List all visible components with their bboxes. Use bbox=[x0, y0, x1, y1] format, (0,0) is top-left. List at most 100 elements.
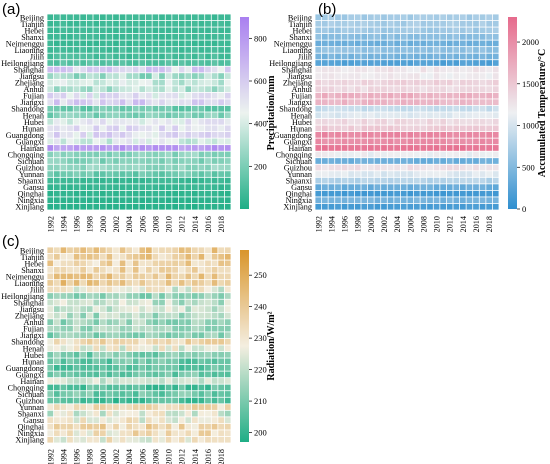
heatmap-cell bbox=[178, 260, 185, 267]
heatmap-cell bbox=[119, 293, 126, 299]
heatmap-cell bbox=[427, 86, 433, 92]
heatmap-cell bbox=[73, 203, 80, 210]
heatmap-cell bbox=[348, 138, 355, 145]
heatmap-cell bbox=[185, 332, 192, 339]
heatmap-cell bbox=[381, 132, 387, 138]
heatmap-cell bbox=[440, 86, 447, 92]
heatmap-cell bbox=[433, 118, 440, 125]
heatmap-cell bbox=[381, 66, 387, 73]
heatmap-cell bbox=[99, 378, 106, 384]
heatmap-cell bbox=[459, 158, 466, 164]
heatmap-cell bbox=[420, 53, 427, 60]
heatmap-cell bbox=[159, 92, 165, 99]
row-label: Anhui bbox=[24, 85, 45, 94]
heatmap-cell bbox=[420, 132, 427, 138]
heatmap-cell bbox=[53, 430, 60, 437]
heatmap-cell bbox=[486, 177, 493, 184]
heatmap-cell bbox=[224, 410, 231, 417]
row-label: Hunan bbox=[22, 357, 44, 366]
heatmap-cell bbox=[86, 430, 93, 437]
heatmap-cell bbox=[99, 371, 106, 378]
heatmap-cell bbox=[152, 86, 159, 92]
heatmap-cell bbox=[361, 14, 368, 21]
heatmap-cell bbox=[165, 99, 172, 106]
heatmap-cell bbox=[53, 66, 60, 73]
row-label: Henan bbox=[23, 111, 44, 120]
heatmap-cell bbox=[433, 164, 440, 171]
heatmap-cell bbox=[440, 184, 447, 190]
heatmap-cell bbox=[99, 397, 106, 404]
heatmap-cell bbox=[159, 312, 165, 319]
heatmap-cell bbox=[132, 371, 139, 378]
heatmap-cell bbox=[172, 312, 179, 319]
heatmap-cell bbox=[53, 436, 60, 443]
heatmap-cell bbox=[446, 112, 453, 119]
row-label: Heilongjiang bbox=[1, 292, 44, 301]
heatmap-cell bbox=[433, 105, 440, 112]
heatmap-cell bbox=[205, 312, 211, 319]
heatmap-cell bbox=[191, 365, 198, 371]
heatmap-cell bbox=[47, 99, 54, 106]
heatmap-cell bbox=[73, 319, 80, 325]
heatmap-cell bbox=[381, 177, 387, 184]
heatmap-cell bbox=[178, 99, 185, 106]
heatmap-cell bbox=[113, 145, 119, 151]
heatmap-cell bbox=[126, 20, 133, 27]
heatmap-cell bbox=[119, 66, 126, 73]
heatmap-cell bbox=[126, 397, 133, 404]
heatmap-cell bbox=[73, 190, 80, 197]
heatmap-cell bbox=[191, 299, 198, 306]
heatmap-cell bbox=[354, 99, 361, 106]
heatmap-cell bbox=[152, 312, 159, 319]
heatmap-cell bbox=[315, 27, 322, 34]
heatmap-cell bbox=[427, 118, 433, 125]
heatmap-cell bbox=[328, 151, 335, 158]
heatmap-cell bbox=[53, 158, 60, 164]
heatmap-cell bbox=[119, 436, 126, 443]
heatmap-cell bbox=[205, 184, 211, 190]
heatmap-cell bbox=[321, 151, 328, 158]
heatmap-cell bbox=[224, 280, 231, 286]
heatmap-cell bbox=[126, 430, 133, 437]
heatmap-cell bbox=[218, 371, 225, 378]
heatmap-cell bbox=[165, 118, 172, 125]
heatmap-cell bbox=[80, 332, 87, 339]
heatmap-cell bbox=[341, 151, 348, 158]
heatmap-cell bbox=[191, 118, 198, 125]
heatmap-cell bbox=[60, 410, 67, 417]
heatmap-cell bbox=[367, 184, 374, 190]
heatmap-cell bbox=[492, 138, 499, 145]
heatmap-cell bbox=[53, 404, 60, 410]
heatmap-cell bbox=[152, 332, 159, 339]
year-tick-label: 2014 bbox=[191, 216, 200, 232]
heatmap-cell bbox=[86, 99, 93, 106]
heatmap-cell bbox=[459, 203, 466, 210]
heatmap-cell bbox=[205, 338, 211, 345]
heatmap-cell bbox=[178, 20, 185, 27]
heatmap-cell bbox=[113, 384, 119, 391]
heatmap-cell bbox=[139, 164, 146, 171]
heatmap-cell bbox=[427, 14, 433, 21]
heatmap-cell bbox=[47, 319, 54, 325]
heatmap-cell bbox=[205, 325, 211, 332]
heatmap-cell bbox=[119, 404, 126, 410]
heatmap-cell bbox=[348, 158, 355, 164]
heatmap-cell bbox=[178, 299, 185, 306]
heatmap-cell bbox=[145, 177, 152, 184]
heatmap-cell bbox=[172, 86, 179, 92]
heatmap-cell bbox=[126, 190, 133, 197]
heatmap-cell bbox=[73, 99, 80, 106]
heatmap-cell bbox=[86, 164, 93, 171]
heatmap-cell bbox=[321, 145, 328, 151]
heatmap-cell bbox=[185, 319, 192, 325]
heatmap-cell bbox=[60, 79, 67, 86]
heatmap-cell bbox=[466, 203, 473, 210]
heatmap-cell bbox=[132, 105, 139, 112]
heatmap-cell bbox=[106, 267, 113, 273]
heatmap-cell bbox=[453, 105, 460, 112]
heatmap-cell bbox=[211, 430, 218, 437]
heatmap-cell bbox=[99, 365, 106, 371]
heatmap-cell bbox=[67, 423, 73, 430]
heatmap-cell bbox=[73, 378, 80, 384]
heatmap-cell bbox=[407, 164, 414, 171]
